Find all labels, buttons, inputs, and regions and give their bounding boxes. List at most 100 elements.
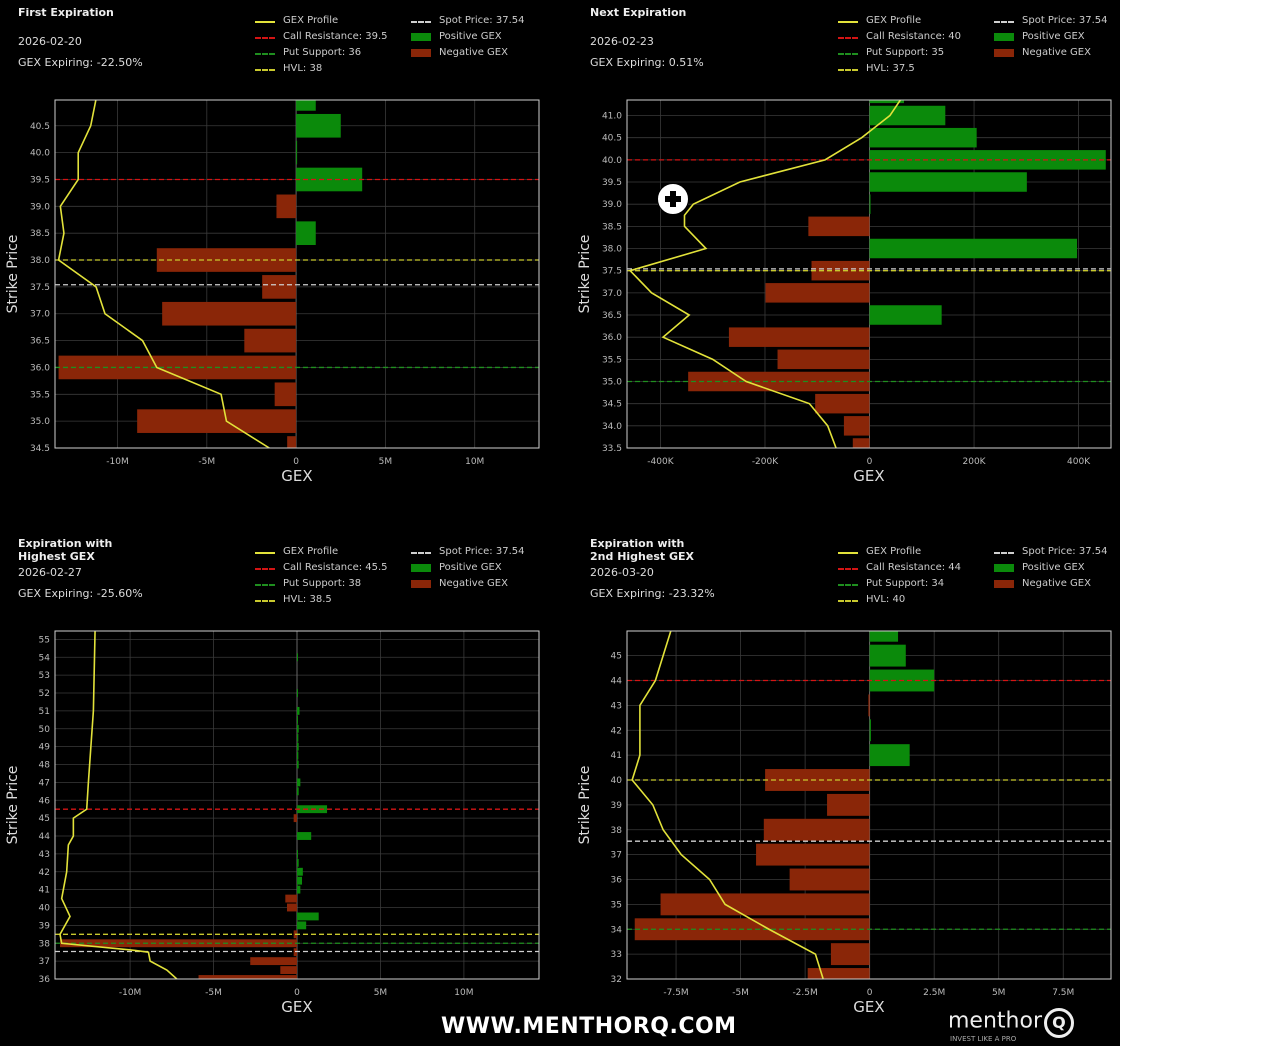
y-tick-label: 40 — [39, 904, 51, 914]
y-tick-label: 35.0 — [602, 378, 622, 388]
negative-gex-bar — [763, 818, 870, 841]
negative-gex-bar — [274, 382, 297, 407]
x-tick-label: 10M — [465, 457, 484, 467]
y-tick-label: 40.5 — [30, 122, 50, 132]
legend-spot-price: Spot Price: 37.54 — [411, 546, 561, 560]
legend-gex-profile-swatch — [255, 552, 275, 554]
y-tick-label: 38 — [611, 826, 623, 836]
negative-gex-bar — [137, 409, 297, 433]
legend-spot-price-label: Spot Price: 37.54 — [1022, 546, 1108, 557]
legend-hvl-label: HVL: 38 — [283, 63, 323, 74]
legend-call-resistance-label: Call Resistance: 39.5 — [283, 31, 388, 42]
legend-spot-price-label: Spot Price: 37.54 — [439, 15, 525, 26]
y-tick-label: 40.0 — [602, 156, 622, 166]
chart-panel-second-highest-gex-expiration: Expiration with 2nd Highest GEX 2026-03-2… — [572, 531, 1132, 1051]
x-tick-label: 200K — [963, 457, 987, 467]
y-tick-label: 34 — [611, 925, 623, 935]
y-tick-label: 37.5 — [602, 267, 622, 277]
legend-negative-gex: Negative GEX — [411, 578, 561, 592]
y-tick-label: 39.0 — [602, 200, 622, 210]
legend-positive-gex-label: Positive GEX — [1022, 562, 1085, 573]
y-tick-label: 45 — [611, 652, 622, 662]
y-tick-label: 36 — [39, 975, 51, 985]
y-tick-label: 42 — [39, 868, 50, 878]
y-tick-label: 49 — [39, 743, 51, 753]
x-tick-label: -2.5M — [792, 988, 817, 998]
y-tick-label: 39.5 — [602, 178, 622, 188]
positive-gex-bar — [869, 172, 1027, 192]
positive-gex-bar — [297, 778, 301, 787]
negative-gex-bar — [728, 327, 870, 347]
legend-put-support-label: Put Support: 35 — [866, 47, 945, 58]
chart-panel-highest-gex-expiration: Expiration with Highest GEX 2026-02-27 GEX… — [0, 531, 560, 1051]
positive-gex-bar — [297, 715, 298, 724]
chart-title: Expiration with 2nd Highest GEX — [590, 537, 694, 563]
x-axis-label: GEX — [853, 998, 884, 1016]
positive-gex-bar — [869, 105, 946, 126]
legend-call-resistance-swatch — [255, 568, 275, 570]
negative-gex-bar — [765, 283, 870, 303]
y-tick-label: 34.5 — [602, 400, 622, 410]
legend-hvl: HVL: 40 — [838, 594, 988, 608]
x-tick-label: -7.5M — [663, 988, 688, 998]
legend-spot-price: Spot Price: 37.54 — [994, 15, 1144, 29]
legend-positive-gex-swatch — [994, 564, 1014, 572]
positive-gex-bar — [297, 751, 299, 760]
y-tick-label: 34.5 — [30, 444, 50, 454]
y-tick-label: 37.0 — [602, 289, 622, 299]
gex-profile-line — [59, 631, 178, 979]
negative-gex-bar — [660, 893, 870, 916]
positive-gex-bar — [297, 912, 319, 921]
legend-hvl-swatch — [838, 600, 858, 602]
positive-gex-bar — [297, 921, 307, 930]
legend-gex-profile: GEX Profile — [838, 15, 988, 29]
positive-gex-bar — [297, 885, 301, 894]
negative-gex-bar — [293, 948, 297, 957]
x-tick-label: -10M — [106, 457, 128, 467]
x-tick-label: -5M — [205, 988, 222, 998]
legend-put-support-swatch — [838, 53, 858, 55]
positive-gex-bar — [297, 689, 298, 697]
positive-gex-bar — [297, 706, 300, 715]
y-tick-label: 34.0 — [602, 422, 622, 432]
legend-negative-gex-label: Negative GEX — [439, 47, 508, 58]
y-tick-label: 36.5 — [30, 337, 50, 347]
y-tick-label: 39.0 — [30, 202, 50, 212]
legend-hvl: HVL: 38 — [255, 63, 405, 77]
x-tick-label: 0 — [867, 988, 873, 998]
dashboard: First Expiration 2026-02-20 GEX Expiring: … — [0, 0, 1120, 1046]
legend-put-support: Put Support: 38 — [255, 578, 405, 592]
x-tick-label: 7.5M — [1052, 988, 1074, 998]
y-axis-label: Strike Price — [5, 235, 21, 314]
positive-gex-bar — [297, 653, 298, 662]
x-tick-label: -400K — [647, 457, 674, 467]
negative-gex-bar — [777, 349, 870, 370]
x-tick-label: -200K — [752, 457, 779, 467]
y-tick-label: 38.0 — [602, 245, 622, 255]
y-tick-label: 44 — [611, 677, 623, 687]
positive-gex-bar — [296, 140, 298, 165]
plot-frame — [626, 99, 1112, 449]
y-tick-label: 41.0 — [602, 112, 622, 122]
y-tick-label: 38.0 — [30, 256, 50, 266]
legend-gex-profile: GEX Profile — [255, 15, 405, 29]
legend-negative-gex: Negative GEX — [994, 578, 1144, 592]
y-tick-label: 41 — [39, 886, 50, 896]
legend-gex-profile: GEX Profile — [255, 546, 405, 560]
gex-expiring: GEX Expiring: -23.32% — [590, 587, 715, 600]
gex-chart: -10M -5M 0 5M 10M 34.5 35.0 35.5 36.0 36.5 37.0 37.… — [5, 99, 540, 485]
legend-positive-gex: Positive GEX — [994, 562, 1144, 576]
legend: GEX Profile Call Resistance: 40 Put Suppor… — [838, 15, 1138, 85]
negative-gex-bar — [852, 438, 870, 448]
positive-gex-bar — [869, 100, 905, 104]
gex-chart: -7.5M -5M -2.5M 0 2.5M 5M 7.5M 32 33 34 35 36 37 38 39… — [577, 630, 1112, 1016]
y-tick-label: 38 — [39, 939, 51, 949]
y-tick-label: 35 — [611, 900, 622, 910]
legend-put-support: Put Support: 34 — [838, 578, 988, 592]
y-tick-label: 40.5 — [602, 134, 622, 144]
negative-gex-bar — [262, 275, 297, 299]
legend-hvl-swatch — [255, 69, 275, 71]
logo-q-mark: Q — [1043, 1008, 1074, 1038]
expiration-date: 2026-03-20 — [590, 566, 654, 579]
legend-positive-gex-label: Positive GEX — [439, 31, 502, 42]
